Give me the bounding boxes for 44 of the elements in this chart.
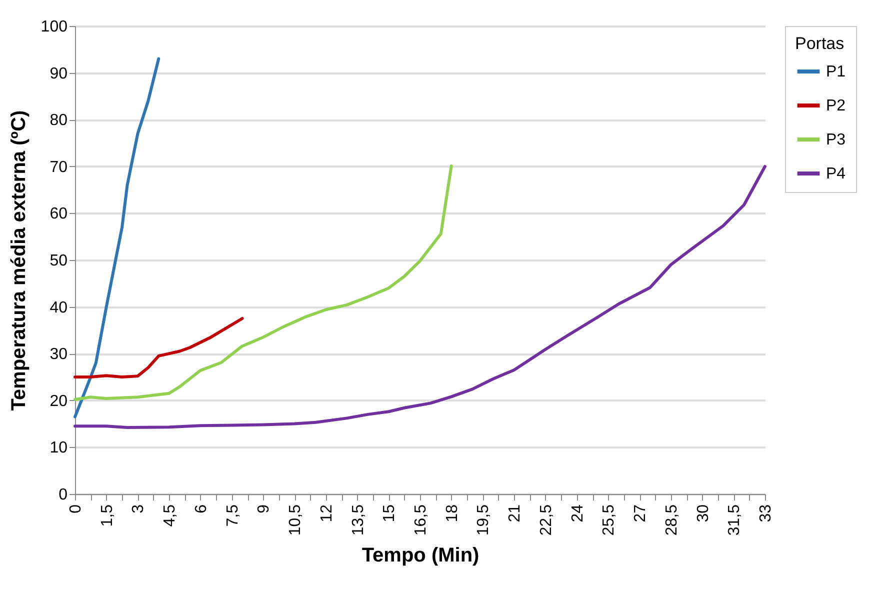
legend-label: P3	[826, 132, 846, 148]
x-tick-label: 18	[444, 504, 461, 522]
x-tick-label: 10,5	[287, 504, 304, 536]
y-tick-label: 20	[50, 392, 68, 410]
x-tick-label: 15	[381, 504, 398, 522]
line-series	[74, 164, 766, 430]
x-tick-label: 27	[632, 504, 650, 522]
y-tick-label: 70	[50, 158, 68, 176]
x-tick-label: 33	[758, 504, 774, 522]
x-tick-label: 28,5	[663, 504, 680, 536]
x-tick-label: 24	[569, 504, 586, 522]
legend-label: P1	[826, 64, 846, 80]
x-tick-label: 7,5	[224, 504, 242, 527]
x-axis-title: Tempo (Min)	[362, 544, 480, 567]
y-tick-label: 60	[50, 206, 68, 223]
x-tick-label: 22,5	[538, 504, 555, 536]
x-tick-label: 9	[256, 504, 273, 514]
y-tick-label: 40	[50, 299, 68, 316]
x-tick-label: 0	[68, 504, 84, 514]
y-tick-label: 90	[50, 65, 68, 82]
x-tick-label: 21	[506, 504, 524, 522]
y-tick-label: 10	[50, 440, 68, 457]
x-tick-label: 30	[694, 504, 712, 522]
x-tick-label: 31,5	[726, 504, 744, 536]
x-tick-label: 3	[130, 504, 148, 514]
x-tick-label: 1,5	[98, 504, 116, 527]
y-tick-label: 80	[50, 112, 68, 130]
line-series	[74, 317, 244, 378]
line-series	[74, 57, 160, 418]
x-tick-label: 13,5	[350, 504, 367, 536]
y-tick-label: 100	[40, 18, 68, 36]
y-axis-title: Temperatura média externa (ºC)	[8, 110, 30, 411]
line-series	[74, 164, 453, 401]
y-tick-label: 30	[50, 346, 68, 364]
y-tick-label: 50	[50, 252, 68, 270]
legend-label: P4	[826, 166, 846, 182]
x-tick-label: 19,5	[475, 504, 492, 536]
x-tick-label: 4,5	[162, 504, 179, 527]
legend-title: Portas	[795, 34, 844, 53]
legend-label: P2	[826, 98, 846, 114]
x-tick-label: 6	[192, 504, 210, 514]
x-tick-label: 25,5	[600, 504, 618, 536]
x-tick-label: 12	[318, 504, 336, 522]
x-tick-label: 16,5	[412, 504, 430, 536]
